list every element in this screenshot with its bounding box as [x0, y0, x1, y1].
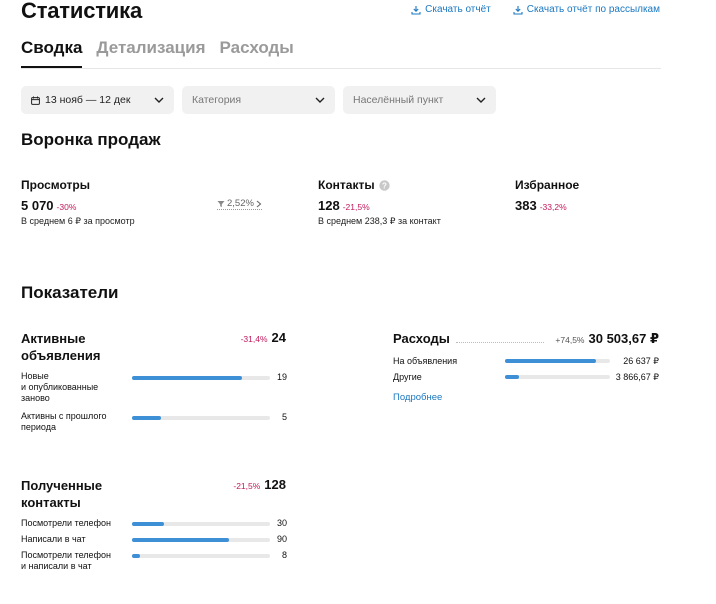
row-label-line: Активны с прошлого — [21, 411, 107, 421]
download-report-label: Скачать отчёт — [425, 4, 491, 15]
progress-bar-fill — [505, 375, 519, 379]
calendar-icon — [31, 96, 40, 105]
chevron-down-icon — [476, 97, 486, 103]
expenses-title: Расходы — [393, 331, 450, 346]
progress-bar — [132, 416, 270, 420]
chevron-down-icon — [315, 97, 325, 103]
expenses-header: Расходы +74,5% 30 503,67 ₽ — [393, 330, 659, 347]
row-label-line: Новые — [21, 371, 49, 381]
views-value: 5 070 — [21, 198, 54, 213]
row-value: 8 — [281, 550, 287, 560]
contacts-block-title-1: Полученные — [21, 478, 103, 493]
contacts-sub: В среднем 238,3 ₽ за контакт — [318, 216, 441, 226]
views-sub: В среднем 6 ₽ за просмотр — [21, 216, 135, 226]
funnel-icon — [217, 200, 225, 207]
help-icon[interactable]: ? — [378, 179, 390, 191]
dotted-leader — [456, 342, 544, 343]
row-value: 30 — [276, 518, 287, 528]
contacts-block-title-2: контакты — [21, 495, 81, 510]
svg-text:?: ? — [382, 181, 387, 190]
active-ads-change: -31,4% — [240, 334, 268, 344]
indicators-title: Показатели — [21, 283, 119, 302]
conversion-value: 2,52% — [227, 198, 254, 209]
expenses-more-link[interactable]: Подробнее — [393, 392, 443, 403]
tabs: Сводка Детализация Расходы — [21, 38, 294, 68]
contacts-block-change: -21,5% — [233, 481, 261, 491]
active-ads-header: Активные объявления -31,4% 24 — [21, 330, 286, 364]
download-mailing-report-label: Скачать отчёт по рассылкам — [526, 4, 660, 15]
row-value: 3 866,67 ₽ — [615, 372, 659, 382]
active-ads-title-1: Активные — [21, 331, 86, 346]
row-value: 19 — [276, 372, 287, 382]
row-label-line: заново — [21, 393, 50, 403]
progress-bar-fill — [132, 416, 161, 420]
progress-bar — [132, 538, 270, 542]
contacts-change: -21,5% — [342, 202, 370, 212]
contacts-block-total: 128 — [264, 477, 286, 492]
favorites-metric: Избранное 383 -33,2% — [515, 178, 579, 213]
download-icon — [513, 5, 523, 15]
contacts-block-header: Полученные контакты -21,5% 128 — [21, 477, 286, 511]
contacts-row-label: Посмотрели телефон — [21, 518, 111, 528]
progress-bar — [505, 375, 610, 379]
views-label: Просмотры — [21, 178, 91, 192]
progress-bar — [132, 376, 270, 380]
views-metric: Просмотры 5 070 -30% В среднем 6 ₽ за пр… — [21, 178, 135, 227]
download-report-link[interactable]: Скачать отчёт — [411, 4, 491, 15]
progress-bar-fill — [505, 359, 597, 363]
favorites-value: 383 — [515, 198, 537, 213]
expenses-row-label: Другие — [393, 372, 422, 382]
progress-bar-fill — [132, 554, 141, 558]
contacts-value: 128 — [318, 198, 340, 213]
chevron-right-icon — [256, 200, 262, 207]
row-value: 26 637 ₽ — [623, 356, 659, 366]
progress-bar — [132, 522, 270, 526]
row-value: 5 — [281, 412, 287, 422]
date-range-value: 13 нояб — 12 дек — [45, 94, 131, 106]
active-ads-row-new: Новые и опубликованные заново — [21, 371, 133, 404]
tab-expenses[interactable]: Расходы — [219, 38, 294, 57]
row-value: 90 — [276, 534, 287, 544]
views-change: -30% — [56, 202, 77, 212]
city-select[interactable]: Населённый пункт — [343, 86, 496, 114]
contacts-row-label: Написали в чат — [21, 534, 86, 544]
chevron-down-icon — [154, 97, 164, 103]
contacts-metric: Контакты ? 128 -21,5% В среднем 238,3 ₽ … — [318, 178, 441, 227]
progress-bar-fill — [132, 376, 243, 380]
category-select[interactable]: Категория — [182, 86, 335, 114]
date-range-select[interactable]: 13 нояб — 12 дек — [21, 86, 174, 114]
expenses-total: 30 503,67 ₽ — [588, 330, 660, 346]
contacts-label: Контакты — [318, 178, 375, 192]
progress-bar-fill — [132, 522, 164, 526]
contacts-row-label: Посмотрели телефон и написали в чат — [21, 550, 111, 572]
row-label-line: периода — [21, 422, 56, 432]
filters: 13 нояб — 12 дек Категория Населённый пу… — [21, 86, 496, 114]
progress-bar — [132, 554, 270, 558]
download-icon — [411, 5, 421, 15]
active-ads-title-2: объявления — [21, 348, 101, 363]
row-label-line: и опубликованные — [21, 382, 99, 392]
funnel-title: Воронка продаж — [21, 130, 161, 149]
active-ads-total: 24 — [271, 330, 286, 345]
tab-summary[interactable]: Сводка — [21, 38, 83, 68]
expenses-change: +74,5% — [555, 334, 585, 345]
download-mailing-report-link[interactable]: Скачать отчёт по рассылкам — [513, 4, 660, 15]
active-ads-row-prev: Активны с прошлого периода — [21, 411, 133, 433]
progress-bar-fill — [132, 538, 229, 542]
favorites-label: Избранное — [515, 178, 580, 192]
tabs-divider — [21, 68, 661, 69]
conversion-link[interactable]: 2,52% — [217, 198, 262, 210]
progress-bar — [505, 359, 610, 363]
page-title: Статистика — [21, 0, 142, 23]
expenses-row-label: На объявления — [393, 356, 458, 366]
row-label-line: Посмотрели телефон — [21, 550, 111, 560]
category-placeholder: Категория — [192, 94, 242, 106]
city-placeholder: Населённый пункт — [353, 94, 444, 106]
tab-details[interactable]: Детализация — [96, 38, 206, 57]
row-label-line: и написали в чат — [21, 561, 92, 571]
download-links: Скачать отчёт Скачать отчёт по рассылкам — [411, 4, 660, 15]
favorites-change: -33,2% — [539, 202, 567, 212]
